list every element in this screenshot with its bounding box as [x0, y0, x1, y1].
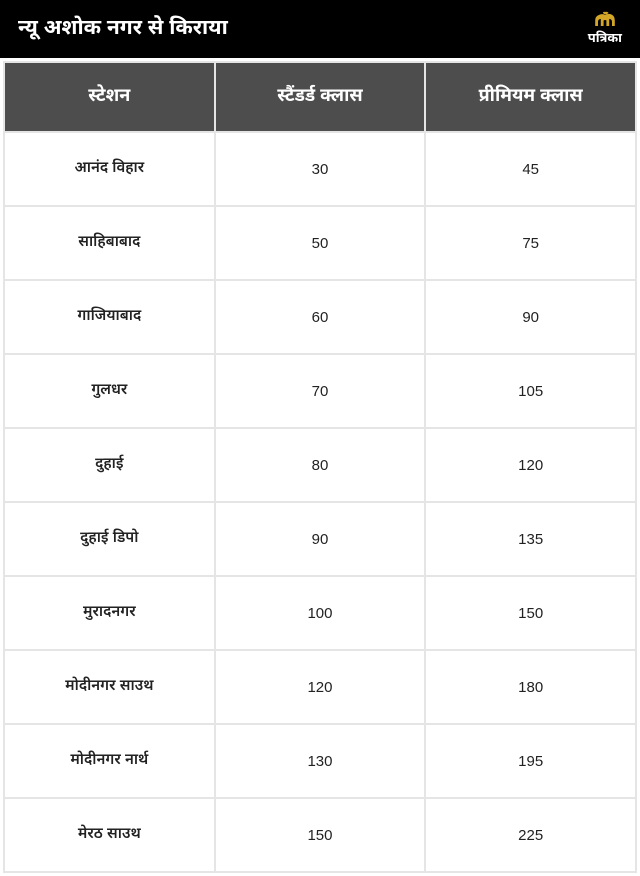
cell-premium: 75 — [426, 207, 635, 279]
cell-standard: 70 — [216, 355, 425, 427]
fare-table: स्टेशन स्टैंडर्ड क्लास प्रीमियम क्लास आन… — [3, 61, 637, 873]
cell-station: मेरठ साउथ — [5, 799, 214, 871]
cell-station: दुहाई डिपो — [5, 503, 214, 575]
table-row: दुहाई डिपो90135 — [5, 503, 635, 575]
table-row: दुहाई80120 — [5, 429, 635, 501]
cell-premium: 105 — [426, 355, 635, 427]
col-premium: प्रीमियम क्लास — [426, 63, 635, 131]
col-station: स्टेशन — [5, 63, 214, 131]
brand-name: पत्रिका — [588, 30, 622, 48]
cell-standard: 120 — [216, 651, 425, 723]
cell-premium: 225 — [426, 799, 635, 871]
cell-station: मोदीनगर नार्थ — [5, 725, 214, 797]
page-header: न्यू अशोक नगर से किराया पत्रिका — [0, 0, 640, 58]
cell-premium: 180 — [426, 651, 635, 723]
table-row: मेरठ साउथ150225 — [5, 799, 635, 871]
cell-premium: 135 — [426, 503, 635, 575]
cell-premium: 195 — [426, 725, 635, 797]
cell-premium: 90 — [426, 281, 635, 353]
cell-standard: 130 — [216, 725, 425, 797]
table-row: साहिबाबाद5075 — [5, 207, 635, 279]
cell-station: साहिबाबाद — [5, 207, 214, 279]
table-row: मुरादनगर100150 — [5, 577, 635, 649]
table-row: गाजियाबाद6090 — [5, 281, 635, 353]
cell-station: आनंद विहार — [5, 133, 214, 205]
brand-logo: पत्रिका — [588, 10, 622, 48]
cell-premium: 150 — [426, 577, 635, 649]
table-header-row: स्टेशन स्टैंडर्ड क्लास प्रीमियम क्लास — [5, 63, 635, 131]
cell-standard: 90 — [216, 503, 425, 575]
cell-standard: 60 — [216, 281, 425, 353]
table-row: मोदीनगर साउथ120180 — [5, 651, 635, 723]
cell-station: गुलधर — [5, 355, 214, 427]
cell-standard: 150 — [216, 799, 425, 871]
table-row: गुलधर70105 — [5, 355, 635, 427]
cell-standard: 80 — [216, 429, 425, 501]
cell-station: मुरादनगर — [5, 577, 214, 649]
cell-standard: 100 — [216, 577, 425, 649]
table-row: मोदीनगर नार्थ130195 — [5, 725, 635, 797]
cell-station: मोदीनगर साउथ — [5, 651, 214, 723]
cell-station: दुहाई — [5, 429, 214, 501]
page-title: न्यू अशोक नगर से किराया — [18, 15, 228, 43]
cell-station: गाजियाबाद — [5, 281, 214, 353]
cell-premium: 120 — [426, 429, 635, 501]
lion-icon — [591, 10, 619, 28]
cell-standard: 50 — [216, 207, 425, 279]
col-standard: स्टैंडर्ड क्लास — [216, 63, 425, 131]
cell-standard: 30 — [216, 133, 425, 205]
cell-premium: 45 — [426, 133, 635, 205]
table-row: आनंद विहार3045 — [5, 133, 635, 205]
fare-table-container: स्टेशन स्टैंडर्ड क्लास प्रीमियम क्लास आन… — [0, 58, 640, 876]
